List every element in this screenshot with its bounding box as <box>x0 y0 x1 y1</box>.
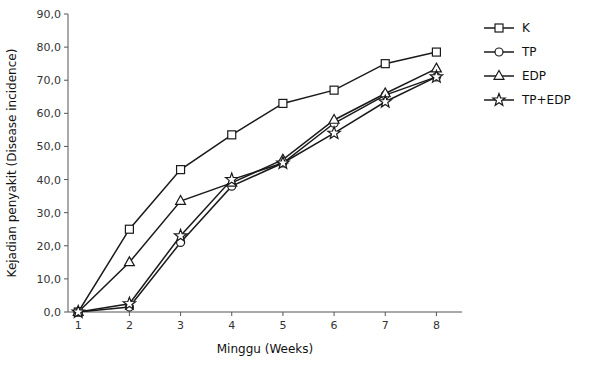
y-tick <box>64 113 68 114</box>
x-tick-label: 3 <box>177 319 184 332</box>
chart: 123456780,010,020,030,040,050,060,070,08… <box>0 0 593 367</box>
point <box>174 229 186 241</box>
x-tick <box>231 312 232 316</box>
y-tick <box>64 80 68 81</box>
point <box>330 86 338 94</box>
x-tick <box>436 312 437 316</box>
x-tick-label: 8 <box>433 319 440 332</box>
x-tick <box>282 312 283 316</box>
point <box>277 157 289 169</box>
point <box>72 306 84 318</box>
x-tick-label: 6 <box>331 319 338 332</box>
point <box>228 131 236 139</box>
point <box>123 297 135 309</box>
y-tick-label: 30,0 <box>37 207 62 220</box>
series-line <box>78 77 436 312</box>
legend-entry: EDP <box>522 69 546 83</box>
x-tick-label: 4 <box>228 319 235 332</box>
legend-symbol <box>495 24 503 32</box>
point <box>381 60 389 68</box>
point <box>379 95 391 107</box>
y-tick <box>64 212 68 213</box>
x-tick <box>180 312 181 316</box>
x-axis-line <box>68 312 462 313</box>
x-tick <box>334 312 335 316</box>
x-tick-label: 7 <box>382 319 389 332</box>
legend-symbol <box>493 94 505 106</box>
point <box>430 70 442 82</box>
x-tick <box>385 312 386 316</box>
x-axis-label: Minggu (Weeks) <box>217 342 313 356</box>
point <box>125 225 133 233</box>
legend-entry: TP+EDP <box>521 93 571 107</box>
y-tick-label: 90,0 <box>37 8 62 21</box>
series-line <box>78 77 436 312</box>
y-axis-line <box>68 14 69 312</box>
point <box>328 127 340 139</box>
y-tick <box>64 47 68 48</box>
point <box>226 173 238 185</box>
x-tick <box>129 312 130 316</box>
point <box>329 114 339 123</box>
y-tick-label: 60,0 <box>37 107 62 120</box>
y-tick <box>64 14 68 15</box>
legend-entry: K <box>522 21 531 35</box>
y-axis-label: Kejadian penyakit (Disease incidence) <box>5 49 19 278</box>
y-tick-label: 10,0 <box>37 273 62 286</box>
y-tick <box>64 278 68 279</box>
legend-entry: TP <box>521 45 537 59</box>
legend-symbol <box>494 71 504 80</box>
y-tick <box>64 179 68 180</box>
x-tick-label: 2 <box>126 319 133 332</box>
point <box>124 257 134 266</box>
point <box>432 48 440 56</box>
y-tick <box>64 312 68 313</box>
legend: K TP EDP TP+EDP <box>484 21 571 107</box>
x-tick-label: 5 <box>279 319 286 332</box>
point <box>177 166 185 174</box>
legend-symbol <box>495 48 503 56</box>
lines <box>78 52 436 312</box>
y-tick-label: 20,0 <box>37 240 62 253</box>
x-tick-label: 1 <box>75 319 82 332</box>
series-line <box>78 52 436 312</box>
markers <box>72 48 443 317</box>
y-tick-label: 40,0 <box>37 174 62 187</box>
y-tick <box>64 245 68 246</box>
point <box>279 99 287 107</box>
series-line <box>78 69 436 312</box>
y-tick <box>64 146 68 147</box>
y-tick-label: 0,0 <box>44 306 62 319</box>
y-tick-label: 50,0 <box>37 140 62 153</box>
y-tick-label: 80,0 <box>37 41 62 54</box>
point <box>176 196 186 205</box>
y-tick-label: 70,0 <box>37 74 62 87</box>
